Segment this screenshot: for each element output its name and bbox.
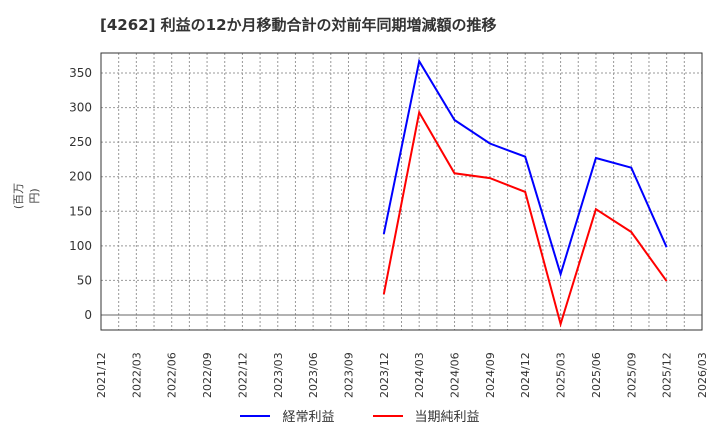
legend-item-net-profit: 当期純利益 <box>372 406 480 425</box>
svg-text:350: 350 <box>69 66 92 80</box>
svg-text:2025/06: 2025/06 <box>590 352 603 398</box>
chart-title: [4262] 利益の12か月移動合計の対前年同期増減額の推移 <box>100 16 497 34</box>
legend-swatch-blue <box>240 414 271 417</box>
svg-text:300: 300 <box>69 101 92 115</box>
legend-label: 当期純利益 <box>414 410 480 425</box>
svg-text:2023/06: 2023/06 <box>307 352 320 398</box>
svg-text:2023/12: 2023/12 <box>378 352 391 398</box>
legend-label: 経常利益 <box>282 410 335 425</box>
svg-text:2024/09: 2024/09 <box>484 352 497 398</box>
svg-text:2022/03: 2022/03 <box>130 352 143 398</box>
svg-text:2024/12: 2024/12 <box>519 352 532 398</box>
legend: 経常利益 当期純利益 <box>0 406 720 425</box>
svg-text:250: 250 <box>69 135 92 149</box>
svg-text:2025/09: 2025/09 <box>625 352 638 398</box>
svg-text:2022/06: 2022/06 <box>166 352 179 398</box>
svg-text:100: 100 <box>69 239 92 253</box>
svg-text:0: 0 <box>84 308 92 322</box>
svg-text:2023/03: 2023/03 <box>272 352 285 398</box>
legend-item-ordinary-profit: 経常利益 <box>240 406 335 425</box>
svg-text:2025/03: 2025/03 <box>555 352 568 398</box>
svg-text:2026/03: 2026/03 <box>696 352 709 398</box>
svg-text:150: 150 <box>69 204 92 218</box>
svg-text:2023/09: 2023/09 <box>342 352 355 398</box>
svg-text:2022/12: 2022/12 <box>236 352 249 398</box>
legend-swatch-red <box>372 414 403 417</box>
svg-text:2021/12: 2021/12 <box>95 352 108 398</box>
svg-text:2024/06: 2024/06 <box>449 352 462 398</box>
svg-text:200: 200 <box>69 170 92 184</box>
svg-text:2025/12: 2025/12 <box>661 352 674 398</box>
svg-text:2022/09: 2022/09 <box>201 352 214 398</box>
svg-text:50: 50 <box>77 273 92 287</box>
svg-text:2024/03: 2024/03 <box>413 352 426 398</box>
